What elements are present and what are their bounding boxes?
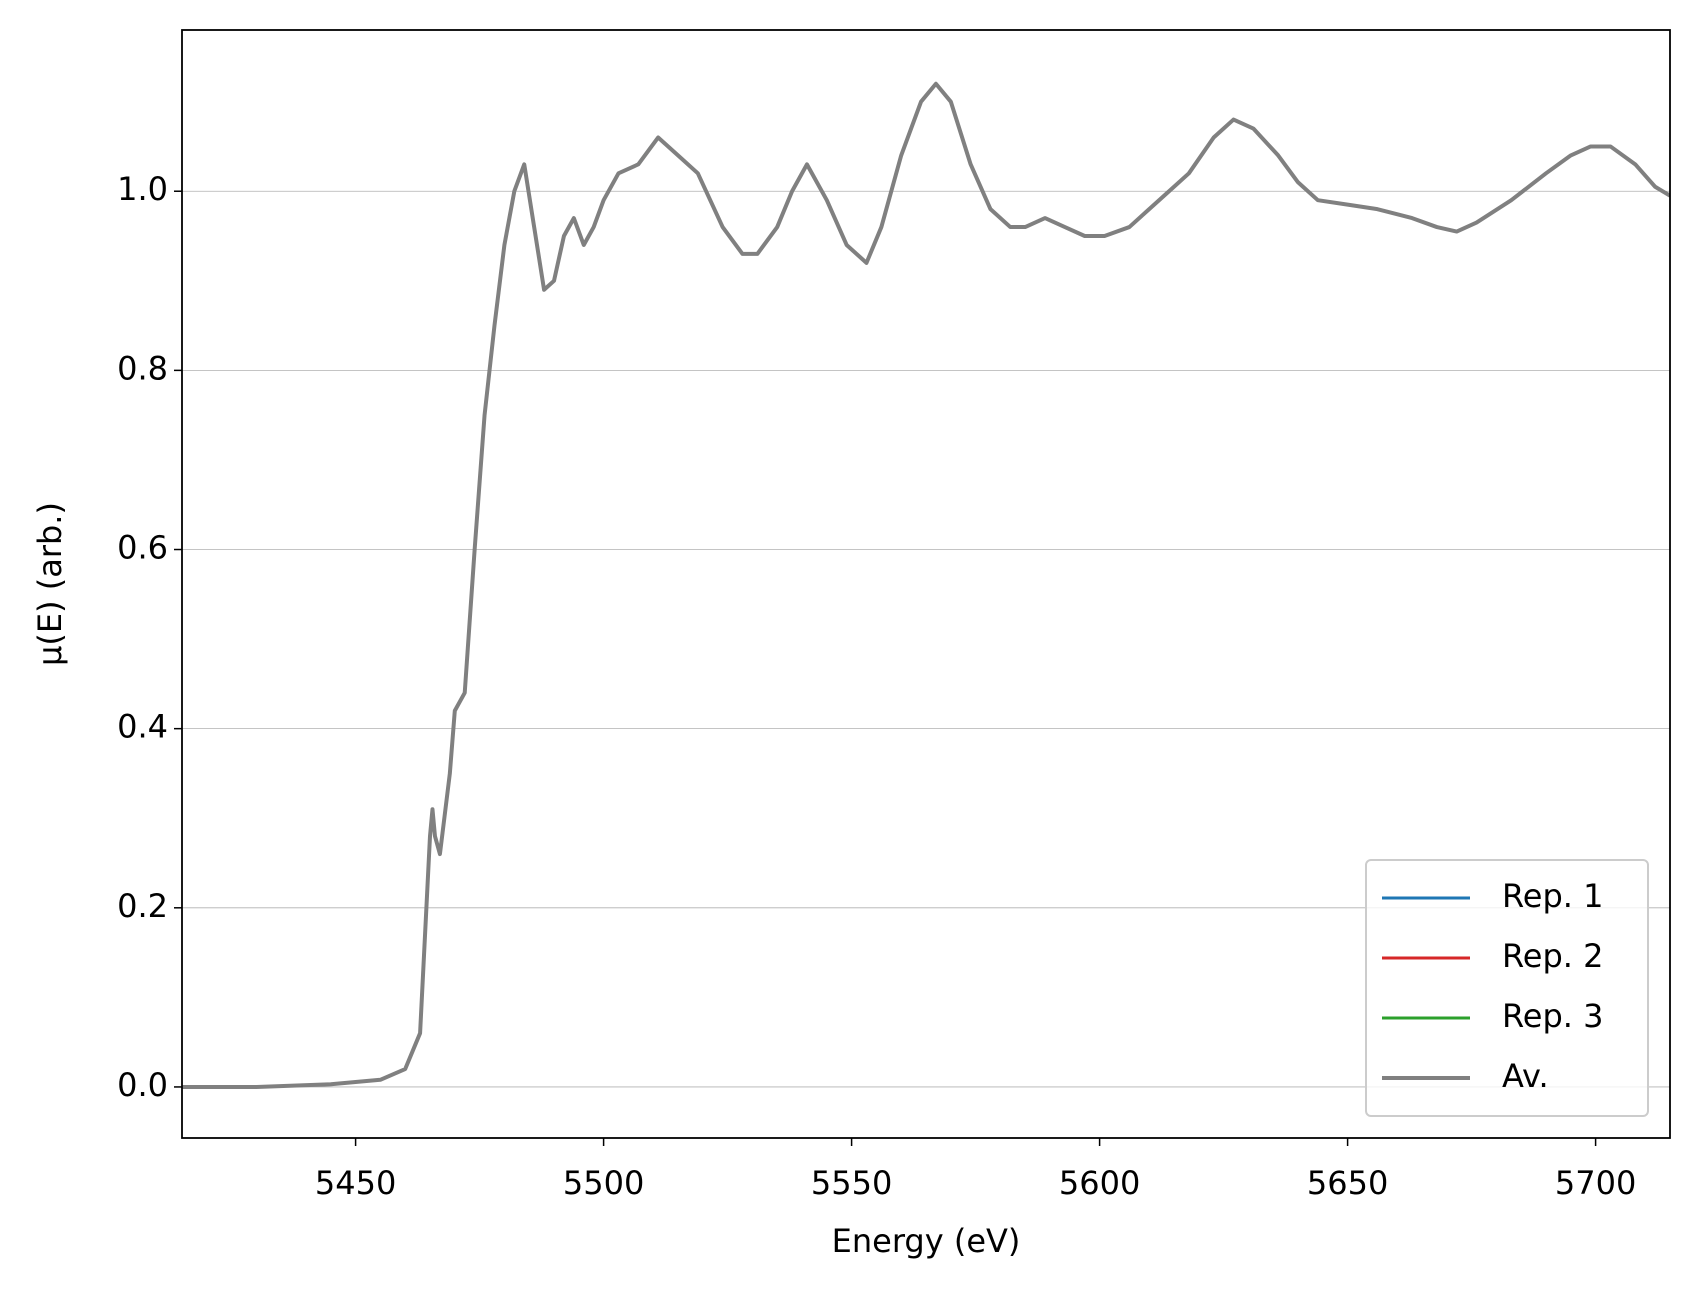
x-tick-label: 5500 xyxy=(563,1164,644,1202)
x-tick-label: 5550 xyxy=(811,1164,892,1202)
y-tick-label: 0.4 xyxy=(117,708,168,746)
series-line xyxy=(182,81,1670,1089)
y-tick-label: 0.6 xyxy=(117,529,168,567)
plot-area xyxy=(182,81,1670,1089)
x-tick-label: 5600 xyxy=(1059,1164,1140,1202)
x-tick-label: 5650 xyxy=(1307,1164,1388,1202)
x-tick-label: 5700 xyxy=(1555,1164,1636,1202)
legend-label: Rep. 2 xyxy=(1502,937,1604,975)
y-tick-label: 0.0 xyxy=(117,1066,168,1104)
legend-box xyxy=(1365,859,1649,1117)
x-axis-label: Energy (eV) xyxy=(832,1222,1021,1260)
y-tick-label: 0.2 xyxy=(117,887,168,925)
plot-frame xyxy=(181,29,1671,1139)
y-tick-label: 1.0 xyxy=(117,170,168,208)
y-axis-label: μ(E) (arb.) xyxy=(31,502,69,666)
x-tick-label: 5450 xyxy=(315,1164,396,1202)
legend-label: Rep. 1 xyxy=(1502,877,1604,915)
legend-label: Rep. 3 xyxy=(1502,997,1604,1035)
y-tick-label: 0.8 xyxy=(117,349,168,387)
legend-label: Av. xyxy=(1502,1057,1549,1095)
